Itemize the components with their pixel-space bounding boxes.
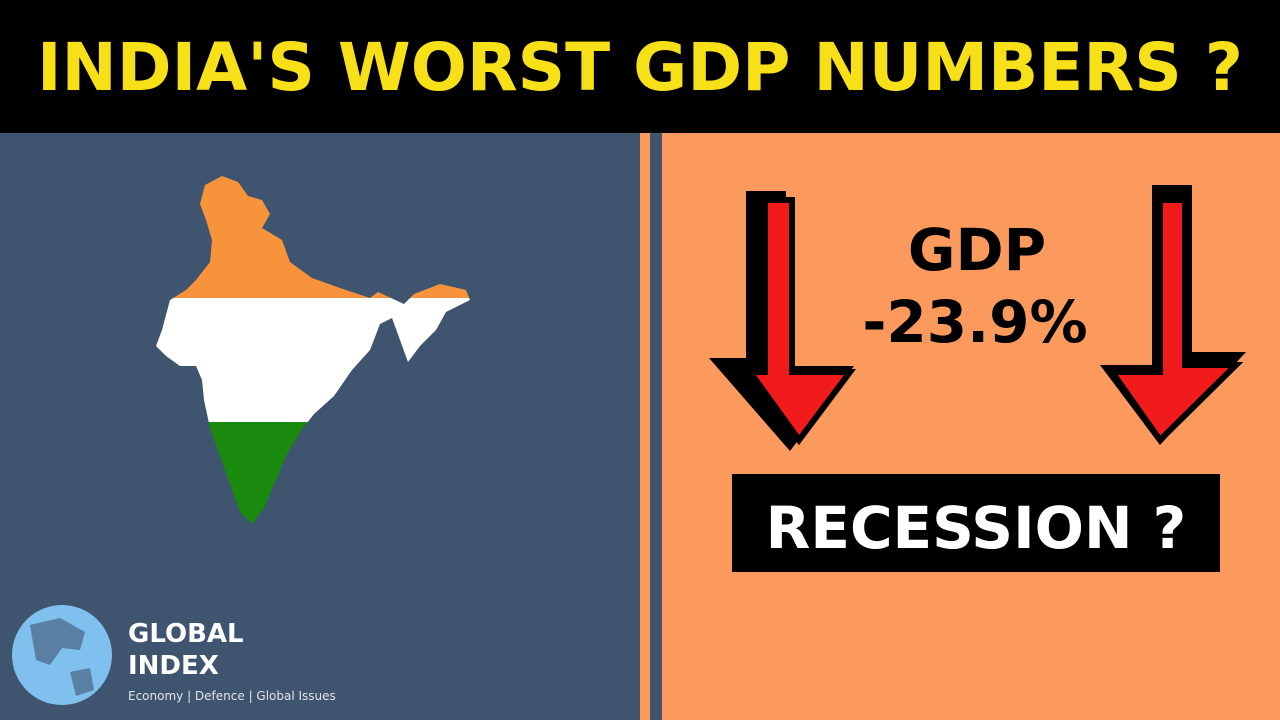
left-panel	[0, 133, 640, 720]
arrow-right	[1100, 185, 1246, 445]
recession-box	[732, 474, 1220, 572]
logo-line1: GLOBAL	[128, 619, 244, 649]
arrow-left	[709, 191, 856, 451]
header-bar	[0, 0, 1280, 133]
logo-tagline: Economy | Defence | Global Issues	[128, 689, 336, 703]
logo: GLOBAL INDEX Economy | Defence | Global …	[12, 605, 336, 705]
logo-line2: INDEX	[128, 651, 219, 681]
divider	[650, 133, 662, 720]
gdp-value: -23.9%	[862, 288, 1087, 356]
recession-text: RECESSION ?	[766, 494, 1187, 562]
title: INDIA'S WORST GDP NUMBERS ?	[37, 29, 1243, 106]
gdp-label: GDP	[908, 216, 1046, 284]
